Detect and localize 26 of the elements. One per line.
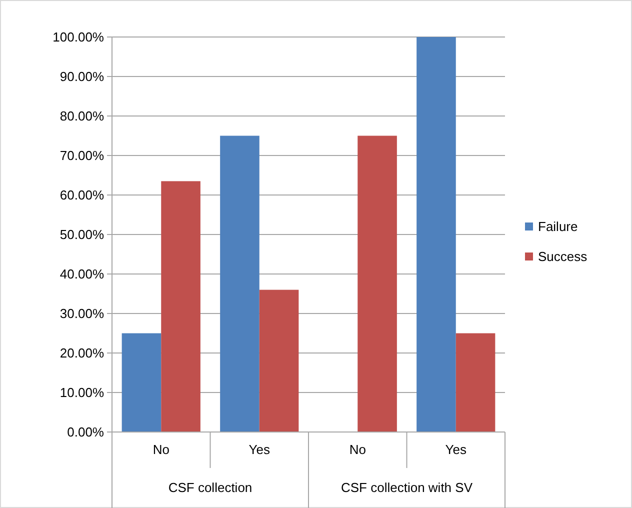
y-tick-label: 20.00% [60, 346, 104, 361]
bar [456, 333, 496, 432]
x-tick-label: Yes [445, 442, 467, 457]
y-tick-label: 30.00% [60, 306, 104, 322]
y-tick-label: 10.00% [60, 385, 104, 400]
y-tick-label: 70.00% [60, 148, 104, 164]
y-tick-label: 40.00% [60, 266, 104, 282]
x-tick-label: No [152, 442, 170, 457]
bar [122, 333, 162, 432]
bar [358, 136, 397, 432]
bar [161, 181, 200, 432]
legend-label: Failure [538, 219, 578, 234]
bar [416, 37, 456, 432]
bar [220, 136, 260, 432]
x-tick-label: Yes [248, 442, 270, 457]
bar [259, 290, 299, 432]
y-tick-label: 60.00% [60, 188, 104, 203]
x-tick-label: No [349, 442, 366, 457]
y-tick-label: 80.00% [60, 108, 104, 124]
y-tick-label: 90.00% [60, 69, 104, 84]
legend-label: Success [538, 249, 588, 264]
text: CSF collection [168, 480, 252, 495]
y-tick-label: 100.00% [52, 30, 104, 45]
text: CSF collection with SV [341, 480, 473, 495]
y-tick-label: 0.00% [67, 424, 104, 440]
y-tick-label: 50.00% [60, 227, 104, 242]
